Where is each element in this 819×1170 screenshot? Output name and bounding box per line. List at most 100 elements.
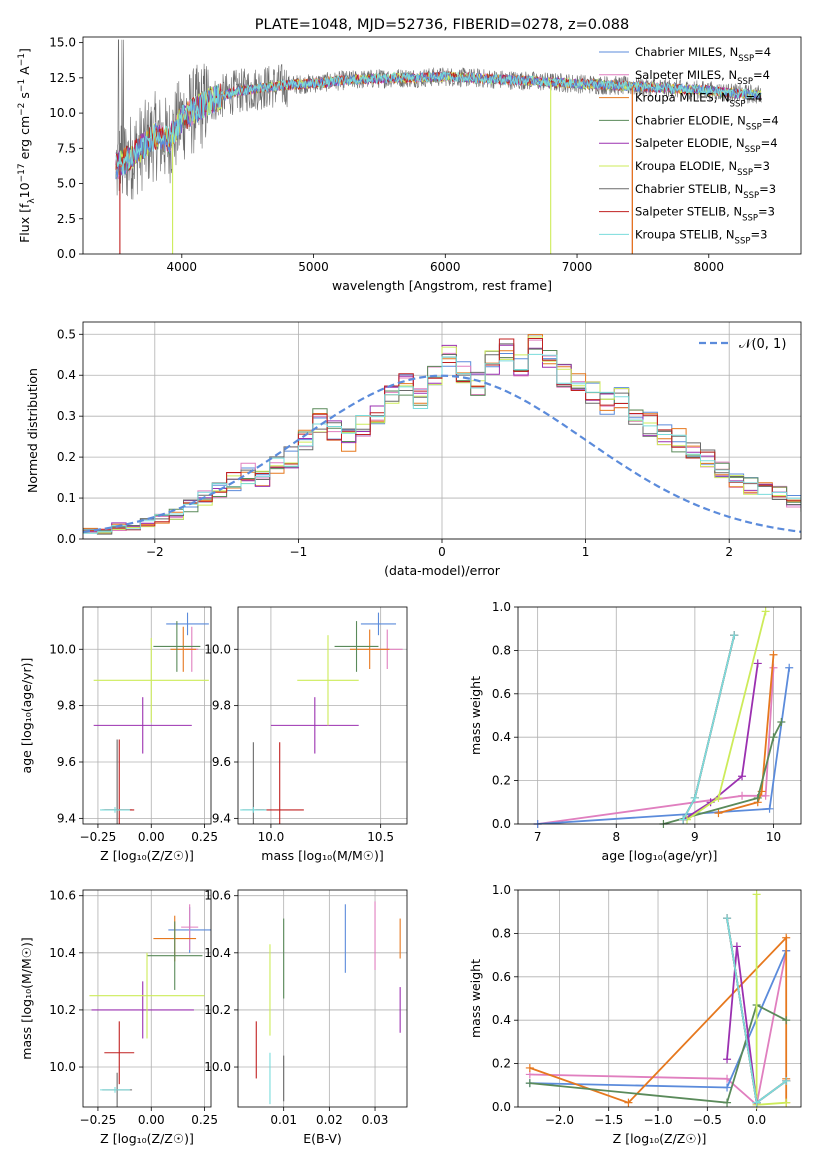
axes-frame bbox=[517, 889, 802, 1108]
y-tick-label: 1.0 bbox=[492, 600, 511, 614]
series-marker-kroupa_stelib bbox=[730, 631, 739, 640]
legend-label: Chabrier ELODIE, NSSP=4 bbox=[635, 113, 779, 132]
legend-label: Kroupa ELODIE, NSSP=3 bbox=[635, 159, 770, 178]
series-marker-chabrier_elodie bbox=[782, 1016, 791, 1025]
legend-label-text: Chabrier MILES, N bbox=[635, 45, 738, 59]
x-tick-label: 0.03 bbox=[362, 1113, 389, 1127]
x-tick-label: 0.25 bbox=[191, 830, 218, 844]
chart-title: PLATE=1048, MJD=52736, FIBERID=0278, z=0… bbox=[255, 17, 629, 33]
y-tick-label: 0.0 bbox=[492, 817, 511, 831]
y-tick-label: 10.0 bbox=[204, 1060, 231, 1074]
x-tick-label: 0.00 bbox=[138, 830, 165, 844]
legend-label-text: Kroupa MILES, N bbox=[635, 91, 730, 105]
series-line-chabrier_elodie bbox=[529, 1003, 787, 1104]
series-line-chabrier_elodie bbox=[663, 721, 783, 824]
y-axis-label-part: −2 bbox=[17, 103, 27, 116]
legend-label-sub: SSP bbox=[738, 54, 754, 64]
series-marker-kroupa_stelib bbox=[690, 793, 699, 802]
y-tick-label: 9.4 bbox=[57, 811, 76, 825]
legend-label-sub: SSP bbox=[743, 191, 759, 201]
panels: 4000 5000 6000 7000 80000.02.55.07.510.012.5… bbox=[17, 17, 802, 1146]
legend-label-suffix: =4 bbox=[762, 113, 779, 127]
panel-spectrum: 4000 5000 6000 7000 8000 0.0 2.5 5.0 7.5 10.0 12.5… bbox=[17, 17, 802, 293]
y-tick-label: 10.0 bbox=[49, 642, 76, 656]
series-marker-chabrier_elodie bbox=[777, 718, 786, 727]
y-tick-label: 2.5 bbox=[57, 212, 76, 226]
legend-label-text: Chabrier STELIB, N bbox=[635, 182, 743, 196]
series-marker-salpeter_elodie bbox=[732, 942, 741, 951]
x-tick-label: 4000 bbox=[167, 260, 198, 274]
series-marker-salpeter_miles bbox=[723, 1074, 732, 1083]
legend-label-sub: SSP bbox=[745, 145, 761, 155]
y-tick-label: 10.4 bbox=[204, 946, 231, 960]
y-axis-label-part: ] bbox=[17, 48, 32, 53]
y-tick-label: 0.8 bbox=[492, 926, 511, 940]
series-marker-kroupa_miles bbox=[769, 650, 778, 659]
y-axis-label: age [log₁₀(age/yr)] bbox=[19, 658, 34, 774]
y-axis-label-part: f bbox=[17, 203, 32, 208]
y-axis-label-part: Flux [ bbox=[17, 208, 32, 243]
legend-label: Chabrier MILES, NSSP=4 bbox=[635, 45, 771, 64]
y-tick-label: 1.0 bbox=[492, 883, 511, 897]
x-tick-label: 7 bbox=[534, 830, 542, 844]
x-tick-label: 10.5 bbox=[367, 830, 394, 844]
x-tick-label: −2 bbox=[146, 545, 164, 559]
x-tick-label: −1 bbox=[290, 545, 308, 559]
y-axis-label-part: λ bbox=[27, 198, 37, 204]
y-tick-label: 0.0 bbox=[492, 1100, 511, 1114]
x-tick-label: 0.02 bbox=[316, 1113, 343, 1127]
series-marker-kroupa_miles bbox=[624, 1098, 633, 1107]
legend-label-suffix: =4 bbox=[754, 45, 771, 59]
y-tick-label: 0.2 bbox=[57, 450, 76, 464]
y-tick-label: 0.4 bbox=[492, 1013, 511, 1027]
axes-frame bbox=[82, 889, 212, 1108]
series-marker-salpeter_elodie bbox=[723, 1055, 732, 1064]
y-tick-label: 15.0 bbox=[49, 36, 76, 50]
gaussian-curve bbox=[83, 374, 801, 533]
y-tick-label: 10.6 bbox=[204, 889, 231, 903]
legend-label-sub: SSP bbox=[742, 214, 758, 224]
series-line-salpeter_elodie bbox=[682, 663, 759, 821]
series-marker-kroupa_stelib bbox=[782, 1076, 791, 1085]
series-marker-chabrier_miles bbox=[785, 663, 794, 672]
series-model-chabrier_miles bbox=[115, 71, 762, 180]
x-tick-label: 0.25 bbox=[191, 1113, 218, 1127]
series-line-kroupa_miles bbox=[718, 654, 775, 814]
series-marker-chabrier_elodie bbox=[753, 793, 762, 802]
axes-frame bbox=[237, 606, 408, 825]
y-tick-label: 0.2 bbox=[492, 774, 511, 788]
y-axis-label: mass [log₁₀(M/M☉)] bbox=[19, 937, 34, 1059]
legend-label-sub: SSP bbox=[730, 100, 746, 110]
y-axis-label-part: s bbox=[17, 92, 32, 103]
series-line-salpeter_miles bbox=[529, 950, 788, 1107]
y-axis-label-part: A bbox=[17, 66, 32, 79]
x-tick-label: 8 bbox=[612, 830, 620, 844]
y-tick-label: 0.4 bbox=[57, 368, 76, 382]
legend-label-text: Chabrier ELODIE, N bbox=[635, 113, 746, 127]
series-marker-chabrier_miles bbox=[723, 1083, 732, 1092]
legend-label-sub: SSP bbox=[746, 122, 762, 132]
y-tick-label: 10.6 bbox=[49, 889, 76, 903]
y-tick-label: 0.3 bbox=[57, 409, 76, 423]
y-tick-label: 10.0 bbox=[204, 642, 231, 656]
legend-label-text: Salpeter ELODIE, N bbox=[635, 136, 745, 150]
x-axis-label: Z [log₁₀(Z/Z☉)] bbox=[100, 848, 194, 863]
legend-label: Salpeter ELODIE, NSSP=4 bbox=[635, 136, 778, 155]
series-marker-kroupa_elodie bbox=[752, 890, 761, 899]
x-axis-label: Z [log₁₀(Z/Z☉)] bbox=[100, 1131, 194, 1146]
series-marker-salpeter_elodie bbox=[753, 659, 762, 668]
y-tick-label: 0.8 bbox=[492, 643, 511, 657]
histogram-kroupa_stelib bbox=[83, 353, 801, 534]
series-marker-kroupa_miles bbox=[714, 809, 723, 818]
y-tick-label: 9.4 bbox=[212, 811, 231, 825]
series-line-salpeter_miles bbox=[537, 667, 775, 824]
series-marker-salpeter_miles bbox=[738, 791, 747, 800]
x-tick-label: −1.5 bbox=[594, 1113, 623, 1127]
panel-z-vs-massweight: −2.0 −1.5 −1.0 −0.5 0.0 0.0 0.2 0.4 0.6 0.8 1.0 Z [… bbox=[468, 883, 802, 1146]
y-tick-label: 10.4 bbox=[49, 946, 76, 960]
legend-label: Salpeter MILES, NSSP=4 bbox=[635, 68, 770, 87]
x-axis-label: wavelength [Angstrom, rest frame] bbox=[332, 278, 552, 293]
x-tick-label: −2.0 bbox=[545, 1113, 574, 1127]
y-tick-label: 0.1 bbox=[57, 491, 76, 505]
